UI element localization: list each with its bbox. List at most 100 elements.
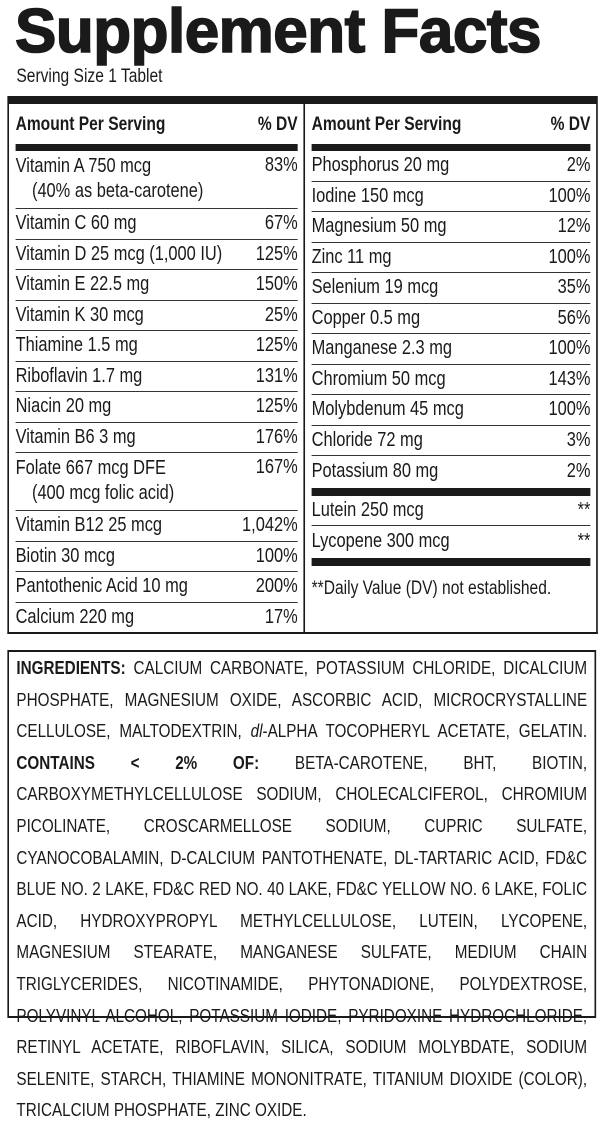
nutrient-row: Calcium 220 mg 17% [16, 603, 298, 634]
daily-value: 100% [548, 184, 591, 207]
daily-value: 35% [557, 276, 591, 299]
daily-value: 200% [255, 575, 298, 598]
nutrient-row: Vitamin B6 3 mg 176% [15, 423, 298, 453]
nutrient-name: Vitamin E 22.5 mg [15, 273, 150, 296]
daily-value: 83% [264, 154, 298, 176]
header-amount: Amount Per Serving [15, 114, 166, 135]
nutrient-name: Calcium 220 mg [15, 606, 135, 629]
nutrient-name: Iodine 150 mcg [311, 184, 424, 207]
nutrient-row: Potassium 80 mg 2% [312, 456, 591, 487]
nutrient-name: Vitamin C 60 mg [15, 212, 137, 235]
nutrient-name: Molybdenum 45 mcg [311, 398, 464, 421]
nutrient-cell: Riboflavin 1.7 mg [16, 364, 143, 389]
left-column: Amount Per Serving % DV Vitamin A 750 mc… [9, 104, 306, 634]
nutrient-name: Selenium 19 mcg [311, 276, 439, 299]
nutrient-cell: Vitamin K 30 mcg [16, 303, 144, 328]
nutrient-row: Chloride 72 mg 3% [311, 426, 591, 456]
page: {"title": "Supplement Facts", "serving_s… [7, 0, 598, 1121]
nutrient-row: Vitamin D 25 mcg (1,000 IU) 125% [15, 240, 298, 270]
nutrient-rows: Lutein 250 mcg ** Lycopene 300 mcg ** [311, 496, 591, 557]
nutrient-row: Lutein 250 mcg ** [311, 496, 591, 526]
nutrient-rows: Vitamin A 750 mcg (40% as beta-carotene) 8… [15, 151, 298, 634]
daily-value: 2% [566, 154, 591, 177]
divider-bar [311, 487, 591, 496]
daily-value: 100% [255, 544, 298, 567]
nutrient-cell: Zinc 11 mg [312, 245, 392, 270]
nutrient-rows: Phosphorus 20 mg 2% Iodine 150 mcg 100% Magn… [311, 151, 591, 487]
nutrient-cell: Lutein 250 mcg [312, 498, 424, 523]
daily-value: 67% [264, 212, 298, 235]
nutrient-cell: Vitamin B6 3 mg [16, 425, 136, 450]
nutrient-name: Vitamin B6 3 mg [15, 425, 136, 448]
nutrient-row: Copper 0.5 mg 56% [311, 304, 591, 334]
daily-value: 100% [548, 398, 591, 421]
nutrient-row: Chromium 50 mcg 143% [311, 365, 591, 395]
nutrient-cell: Biotin 30 mcg [16, 544, 115, 569]
nutrient-cell: Iodine 150 mcg [312, 184, 424, 209]
nutrient-name: Zinc 11 mg [311, 245, 392, 268]
nutrient-cell: Calcium 220 mg [16, 605, 135, 630]
nutrient-name: Biotin 30 mcg [15, 544, 115, 567]
nutrient-cell: Vitamin A 750 mcg (40% as beta-carotene) [16, 154, 204, 204]
nutrient-row: Molybdenum 45 mcg 100% [311, 395, 591, 426]
daily-value: 17% [264, 606, 298, 629]
nutrient-cell: Phosphorus 20 mg [312, 153, 450, 178]
nutrient-cell: Folate 667 mcg DFE (400 mcg folic acid) [16, 456, 175, 506]
nutrient-row: Lycopene 300 mcg ** [312, 526, 591, 557]
nutrient-name: Phosphorus 20 mg [311, 154, 450, 177]
daily-value: 56% [557, 306, 591, 329]
nutrient-name: Riboflavin 1.7 mg [15, 364, 143, 387]
nutrient-name: Vitamin B12 25 mcg [15, 514, 163, 537]
nutrient-name: Lycopene 300 mcg [311, 529, 450, 552]
ingredients-list: CALCIUM CARBONATE, POTASSIUM CHLORIDE, D… [16, 657, 588, 742]
nutrient-cell: Potassium 80 mg [312, 459, 439, 484]
nutrient-name: Vitamin A 750 mcg [15, 155, 152, 177]
nutrient-row: Magnesium 50 mg 12% [311, 212, 591, 243]
nutrient-cell: Chromium 50 mcg [312, 367, 446, 392]
right-column: Amount Per Serving % DV Phosphorus 20 mg… [305, 104, 596, 632]
divider-bar [311, 144, 591, 151]
nutrient-row: Iodine 150 mcg 100% [311, 182, 591, 212]
nutrient-cell: Copper 0.5 mg [312, 306, 420, 331]
nutrient-name: Vitamin K 30 mcg [15, 303, 144, 326]
nutrient-cell: Chloride 72 mg [312, 428, 423, 453]
footnote: **Daily Value (DV) not established. [311, 577, 552, 599]
daily-value: 125% [255, 334, 298, 357]
nutrient-row: Vitamin K 30 mcg 25% [15, 301, 298, 331]
nutrient-row: Folate 667 mcg DFE (400 mcg folic acid) 16… [15, 453, 298, 511]
nutrient-row: Vitamin A 750 mcg (40% as beta-carotene) 8… [15, 151, 298, 209]
nutrient-row: Vitamin B12 25 mcg 1,042% [15, 511, 298, 542]
nutrient-name: Chromium 50 mcg [311, 367, 446, 390]
nutrient-cell: Thiamine 1.5 mg [16, 333, 138, 358]
nutrient-name: Chloride 72 mg [311, 428, 423, 451]
daily-value: 143% [548, 367, 591, 390]
ingredients-label: INGREDIENTS: [16, 657, 126, 678]
header-dv: % DV [257, 114, 298, 135]
nutrient-note: (400 mcg folic acid) [31, 482, 175, 504]
nutrient-name: Manganese 2.3 mg [311, 337, 453, 360]
nutrient-row: Vitamin E 22.5 mg 150% [15, 270, 298, 301]
daily-value: 100% [548, 337, 591, 360]
nutrient-cell: Vitamin E 22.5 mg [16, 272, 150, 297]
header-amount: Amount Per Serving [311, 114, 462, 135]
contains-label: CONTAINS < 2% OF: [16, 751, 260, 773]
nutrient-cell: Magnesium 50 mg [312, 214, 447, 239]
nutrient-row: Thiamine 1.5 mg 125% [15, 331, 298, 362]
nutrient-row: Niacin 20 mg 125% [15, 392, 298, 423]
header-dv: % DV [550, 114, 591, 135]
label: Serving Size 1 Tablet Amount Per Serving… [7, 66, 598, 1120]
daily-value: 100% [548, 245, 591, 268]
facts-table: Amount Per Serving % DV Vitamin A 750 mc… [7, 104, 598, 634]
daily-value: 25% [264, 303, 298, 326]
ingredients-box: INGREDIENTS: CALCIUM CARBONATE, POTASSIU… [7, 650, 597, 1120]
nutrient-name: Potassium 80 mg [311, 459, 439, 482]
nutrient-cell: Manganese 2.3 mg [312, 336, 452, 361]
title: Supplement Facts [14, 0, 542, 66]
daily-value: 176% [255, 425, 298, 448]
daily-value: 125% [255, 395, 298, 418]
nutrient-row: Riboflavin 1.7 mg 131% [15, 362, 298, 392]
nutrient-cell: Vitamin B12 25 mcg [16, 513, 162, 538]
column-header: Amount Per Serving % DV [312, 104, 591, 144]
daily-value: ** [577, 498, 591, 521]
nutrient-name: Vitamin D 25 mcg (1,000 IU) [15, 242, 223, 265]
